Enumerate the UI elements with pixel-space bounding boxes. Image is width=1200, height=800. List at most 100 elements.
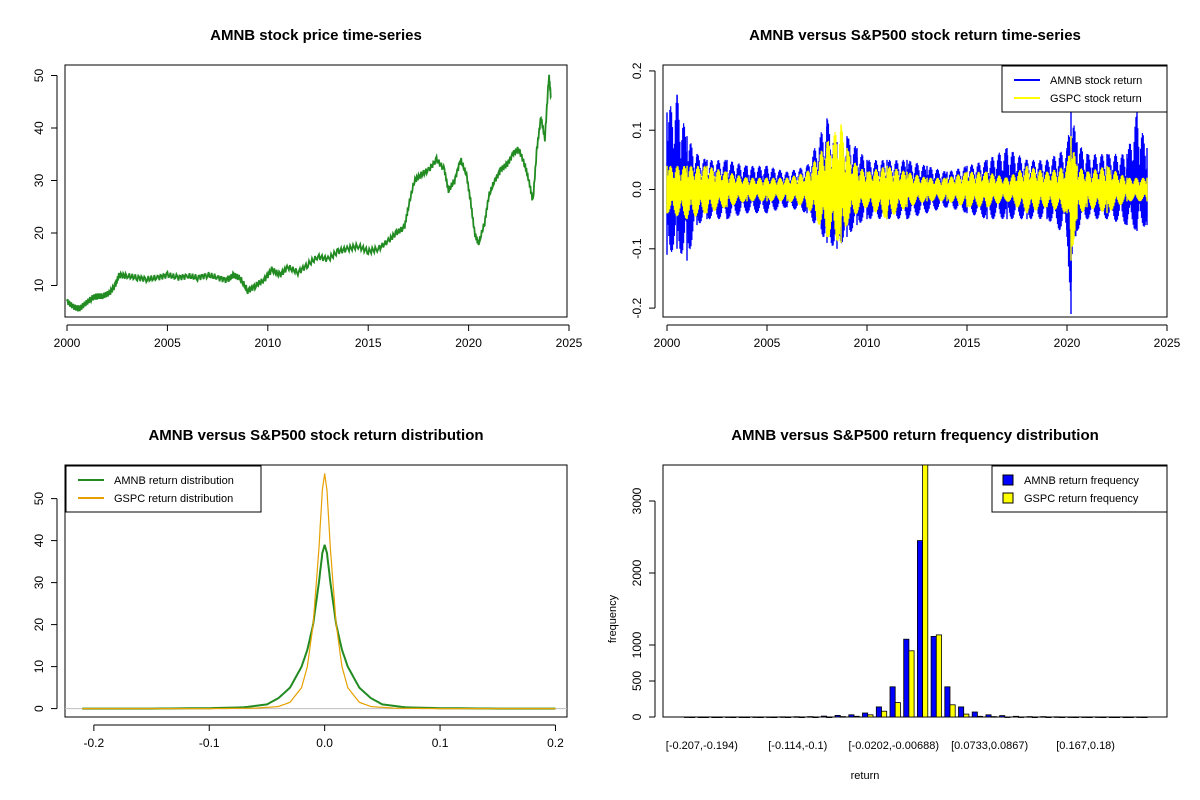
legend-label: AMNB return distribution <box>114 475 234 487</box>
chart-returns: AMNB versus S&P500 stock return time-ser… <box>630 27 1181 350</box>
chart-title: AMNB stock price time-series <box>210 27 422 44</box>
y-tick-label: 50 <box>32 69 46 83</box>
bar-amnb <box>725 716 732 718</box>
x-category-label: [0.167,0.18) <box>1056 740 1115 752</box>
y-tick-label: 10 <box>32 660 46 674</box>
bar-gspc <box>785 716 792 719</box>
chart-hist: AMNB versus S&P500 return frequency dist… <box>607 427 1168 782</box>
legend-label: GSPC stock return <box>1050 93 1142 105</box>
y-tick-label: -0.2 <box>630 297 644 318</box>
bar-gspc <box>881 710 888 718</box>
bar-amnb <box>766 716 773 718</box>
bar-amnb <box>834 715 841 718</box>
bar-amnb <box>944 686 951 718</box>
bar-gspc <box>1018 716 1025 718</box>
bar-gspc <box>689 716 696 719</box>
y-tick-label: 30 <box>32 174 46 188</box>
legend-swatch <box>1002 474 1014 486</box>
bar-gspc <box>853 715 860 718</box>
x-tick-label: 2005 <box>154 336 181 350</box>
y-tick-label: 20 <box>32 618 46 632</box>
legend-label: GSPC return distribution <box>114 493 233 505</box>
y-tick-label: 10 <box>32 279 46 293</box>
bar-amnb <box>1026 716 1033 718</box>
x-category-label: [-0.207,-0.194) <box>666 740 738 752</box>
bar-amnb <box>1095 716 1102 718</box>
x-category-label: [-0.0202,-0.00688) <box>848 740 939 752</box>
x-tick-label: 2025 <box>1154 336 1181 350</box>
y-tick-label: 50 <box>32 492 46 506</box>
legend-label: AMNB stock return <box>1050 75 1142 87</box>
y-tick-label: 40 <box>32 121 46 135</box>
density-line-amnb <box>82 544 556 710</box>
bar-gspc <box>1127 716 1134 719</box>
chart-title: AMNB versus S&P500 return frequency dist… <box>731 427 1099 444</box>
bar-gspc <box>812 716 819 719</box>
x-tick-label: 2010 <box>854 336 881 350</box>
bar-amnb <box>1067 716 1074 718</box>
legend-box <box>65 465 262 513</box>
bar-gspc <box>716 716 723 719</box>
plot-frame <box>64 464 568 718</box>
bar-amnb <box>1040 716 1047 718</box>
bar-gspc <box>702 716 709 719</box>
y-tick-label: 500 <box>630 671 644 691</box>
x-tick-label: 2020 <box>455 336 482 350</box>
x-tick-label: 2000 <box>54 336 81 350</box>
y-tick-label: 2000 <box>630 559 644 586</box>
bar-gspc <box>1086 716 1093 719</box>
bar-amnb <box>917 540 924 718</box>
bar-amnb <box>875 706 882 718</box>
y-tick-label: 40 <box>32 534 46 548</box>
plot-frame <box>662 464 1168 718</box>
series-gspc <box>666 124 1148 261</box>
bar-amnb <box>752 716 759 718</box>
bar-gspc <box>1072 716 1079 719</box>
legend-label: AMNB return frequency <box>1024 475 1139 487</box>
density-line-gspc <box>82 473 556 710</box>
bar-gspc <box>826 716 833 719</box>
bar-amnb <box>1054 716 1061 718</box>
bar-gspc <box>867 714 874 718</box>
x-category-label: [0.0733,0.0867) <box>951 740 1028 752</box>
bar-amnb <box>862 712 869 718</box>
bar-gspc <box>1114 716 1121 719</box>
bar-amnb <box>999 715 1006 718</box>
bar-amnb <box>697 716 704 719</box>
x-axis-title: return <box>851 770 880 782</box>
y-tick-label: 0 <box>32 705 46 712</box>
bar-gspc <box>922 464 929 718</box>
bar-amnb <box>738 716 745 719</box>
bar-amnb <box>779 716 786 718</box>
plot-frame <box>662 64 1168 318</box>
x-tick-label: 0.2 <box>547 736 564 750</box>
x-tick-label: 2000 <box>654 336 681 350</box>
x-tick-label: 2010 <box>254 336 281 350</box>
chart-density: AMNB versus S&P500 stock return distribu… <box>32 427 568 750</box>
bar-amnb <box>807 716 814 718</box>
legend: AMNB return frequency GSPC return frequen… <box>991 465 1168 513</box>
legend-label: GSPC return frequency <box>1024 493 1139 505</box>
bars <box>684 464 1148 719</box>
bar-gspc <box>963 713 970 718</box>
bar-gspc <box>908 650 915 718</box>
bar-gspc <box>744 716 751 719</box>
y-tick-label: 3000 <box>630 487 644 514</box>
x-category-label: [-0.114,-0.1) <box>768 740 827 752</box>
bar-gspc <box>771 716 778 719</box>
x-tick-label: 2025 <box>556 336 583 350</box>
bar-amnb <box>903 638 910 718</box>
bar-gspc <box>1031 716 1038 719</box>
bar-gspc <box>798 716 805 719</box>
y-tick-label: 0.2 <box>630 62 644 79</box>
y-tick-label: 0.0 <box>630 181 644 198</box>
x-tick-label: 2020 <box>1054 336 1081 350</box>
plot-frame <box>64 64 568 318</box>
y-tick-label: 30 <box>32 576 46 590</box>
chart-title: AMNB versus S&P500 stock return time-ser… <box>749 27 1081 44</box>
y-tick-label: 20 <box>32 226 46 240</box>
bar-amnb <box>848 714 855 718</box>
bar-gspc <box>839 716 846 718</box>
